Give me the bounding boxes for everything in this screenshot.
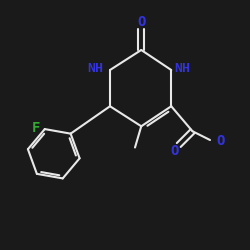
Text: O: O <box>216 134 225 148</box>
Text: O: O <box>137 16 145 30</box>
Text: F: F <box>32 121 40 135</box>
Text: O: O <box>171 144 179 158</box>
Text: NH: NH <box>174 62 190 75</box>
Text: NH: NH <box>88 62 104 75</box>
